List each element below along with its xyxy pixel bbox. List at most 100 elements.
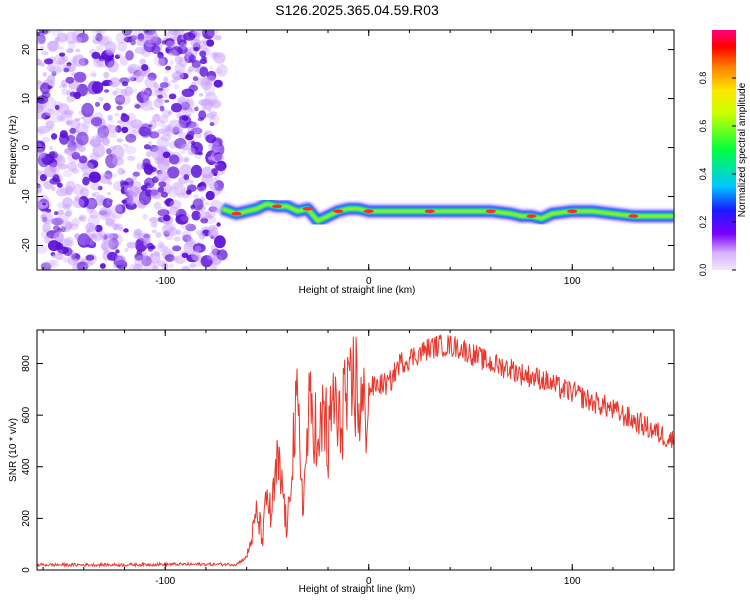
- noise-blob: [138, 232, 151, 242]
- noise-blob: [143, 94, 150, 103]
- y-tick-label: 20: [21, 44, 32, 56]
- noise-blob: [125, 177, 133, 182]
- noise-blob: [149, 253, 154, 258]
- noise-blob: [181, 265, 191, 270]
- noise-blob: [194, 106, 199, 112]
- noise-blob: [59, 188, 65, 193]
- x-tick-label: -100: [155, 576, 175, 587]
- noise-blob: [63, 67, 70, 73]
- noise-blob: [130, 119, 143, 129]
- noise-blob: [37, 142, 43, 156]
- noise-blob: [123, 228, 129, 233]
- noise-blob: [216, 249, 228, 261]
- noise-blob: [88, 171, 101, 183]
- noise-blob: [164, 198, 175, 207]
- noise-blob: [49, 151, 59, 160]
- noise-blob: [89, 210, 99, 219]
- noise-blob: [179, 103, 191, 114]
- noise-blob: [174, 76, 181, 81]
- noise-blob: [97, 125, 110, 139]
- noise-blob: [61, 55, 69, 62]
- y-tick-label: 800: [21, 355, 32, 372]
- noise-blob: [172, 245, 182, 252]
- noise-blob: [199, 211, 212, 219]
- noise-blob: [117, 120, 123, 124]
- noise-blob: [104, 89, 110, 93]
- noise-blob: [120, 94, 131, 105]
- noise-blob: [127, 198, 135, 207]
- noise-blob: [197, 184, 202, 187]
- noise-blob: [53, 231, 64, 243]
- noise-blob: [162, 77, 168, 83]
- noise-blob: [58, 45, 65, 51]
- noise-blob: [115, 203, 123, 212]
- noise-blob: [139, 123, 152, 138]
- noise-blob: [216, 222, 221, 227]
- noise-blob: [51, 70, 57, 77]
- noise-blob: [95, 224, 103, 233]
- noise-blob: [112, 90, 118, 96]
- noise-blob: [147, 72, 157, 81]
- noise-blob: [94, 101, 101, 107]
- noise-blob: [41, 136, 50, 143]
- noise-blob: [57, 209, 65, 215]
- noise-blob: [81, 61, 86, 67]
- noise-blob: [40, 211, 53, 224]
- noise-blob: [91, 73, 97, 77]
- noise-blob: [161, 109, 171, 118]
- noise-blob: [46, 112, 52, 116]
- noise-blob: [151, 45, 161, 55]
- noise-blob: [42, 202, 47, 206]
- noise-blob: [66, 90, 71, 95]
- noise-blob: [173, 84, 180, 90]
- noise-blob: [164, 69, 170, 74]
- noise-blob: [37, 194, 50, 209]
- noise-blob: [106, 148, 112, 155]
- noise-blob: [104, 56, 115, 68]
- noise-blob: [205, 113, 210, 118]
- noise-blob: [52, 61, 66, 73]
- noise-blob: [42, 216, 48, 223]
- noise-blob: [98, 230, 106, 238]
- noise-blob: [107, 191, 111, 196]
- noise-blob: [59, 163, 68, 170]
- noise-blob: [125, 202, 137, 210]
- noise-blob: [50, 259, 60, 269]
- noise-blob: [91, 192, 96, 197]
- noise-blob: [49, 146, 54, 151]
- noise-blob: [150, 189, 161, 198]
- noise-blob: [115, 95, 123, 103]
- noise-blob: [62, 84, 67, 88]
- noise-blob: [49, 65, 62, 75]
- noise-blob: [38, 30, 49, 35]
- noise-blob: [110, 204, 124, 219]
- noise-blob: [124, 86, 134, 96]
- track-peak: [302, 207, 313, 211]
- noise-blob: [143, 259, 156, 270]
- noise-blob: [152, 264, 159, 270]
- noise-blob: [37, 184, 43, 193]
- noise-blob: [151, 146, 165, 161]
- noise-blob: [46, 259, 56, 267]
- noise-blob: [214, 235, 226, 249]
- noise-blob: [168, 206, 179, 215]
- noise-blob: [78, 196, 89, 208]
- noise-blob: [153, 82, 159, 89]
- noise-blob: [185, 98, 195, 110]
- noise-blob: [181, 230, 192, 240]
- noise-blob: [56, 115, 66, 121]
- noise-blob: [165, 127, 171, 132]
- noise-blob: [38, 151, 46, 159]
- noise-blob: [37, 170, 43, 175]
- noise-blob: [107, 60, 119, 73]
- noise-blob: [99, 173, 112, 184]
- noise-blob: [77, 233, 90, 246]
- noise-blob: [168, 30, 178, 35]
- noise-blob: [127, 65, 137, 73]
- noise-blob: [45, 120, 55, 129]
- noise-blob: [85, 261, 94, 267]
- noise-blob: [202, 30, 215, 40]
- noise-blob: [128, 191, 138, 198]
- noise-blob: [209, 66, 214, 70]
- noise-blob: [75, 48, 81, 53]
